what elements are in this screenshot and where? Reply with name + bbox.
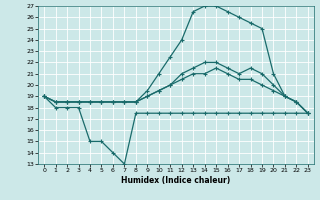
X-axis label: Humidex (Indice chaleur): Humidex (Indice chaleur) xyxy=(121,176,231,185)
